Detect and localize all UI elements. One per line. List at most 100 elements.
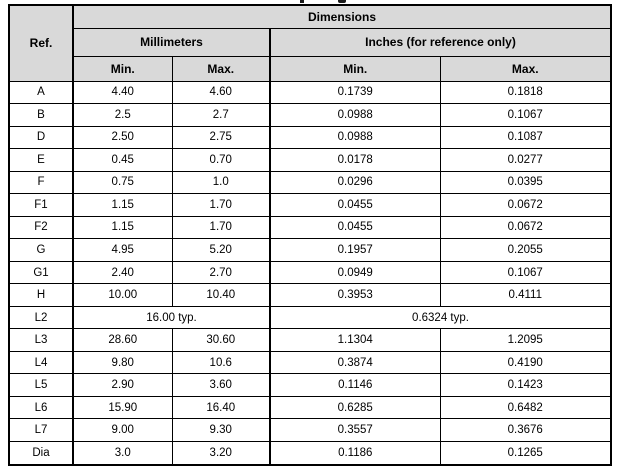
mm-min-cell: 4.40 bbox=[72, 80, 173, 105]
ref-cell: F1 bbox=[8, 193, 74, 217]
in-max-cell: 0.4190 bbox=[439, 350, 612, 375]
mm-min-cell: 0.75 bbox=[72, 170, 173, 195]
mm-min-cell: 2.40 bbox=[72, 260, 173, 285]
mm-min-cell: 3.0 bbox=[72, 441, 173, 466]
mm-max-cell: 3.20 bbox=[171, 441, 271, 466]
ref-cell: F2 bbox=[8, 215, 74, 240]
table-row: D 2.50 2.75 0.0988 0.1087 bbox=[8, 125, 612, 150]
mm-min-cell: 2.50 bbox=[72, 125, 173, 150]
table-row: L3 28.60 30.60 1.1304 1.2095 bbox=[8, 328, 612, 352]
ref-cell: B bbox=[8, 103, 74, 127]
mm-min-cell: 4.95 bbox=[72, 238, 173, 262]
ref-cell: L5 bbox=[8, 373, 74, 397]
mm-min-cell: 9.80 bbox=[72, 350, 173, 375]
ref-cell: A bbox=[8, 80, 74, 105]
in-min-cell: 0.1957 bbox=[269, 238, 441, 262]
in-min-cell: 0.0178 bbox=[269, 148, 441, 172]
table-row: A 4.40 4.60 0.1739 0.1818 bbox=[8, 80, 612, 105]
in-max-cell: 0.3676 bbox=[439, 418, 612, 442]
header-inches: Inches (for reference only) bbox=[268, 27, 612, 57]
in-min-cell: 0.0296 bbox=[269, 170, 441, 195]
table-row: G1 2.40 2.70 0.0949 0.1067 bbox=[8, 260, 612, 285]
ref-cell: G bbox=[8, 238, 74, 262]
table-row: E 0.45 0.70 0.0178 0.0277 bbox=[8, 148, 612, 172]
in-min-cell: 1.1304 bbox=[269, 328, 441, 352]
in-max-cell: 0.1067 bbox=[439, 260, 612, 285]
ref-cell: L7 bbox=[8, 418, 74, 442]
in-max-cell: 0.1087 bbox=[439, 125, 612, 150]
table-row: B 2.5 2.7 0.0988 0.1067 bbox=[8, 103, 612, 127]
table-row: H 10.00 10.40 0.3953 0.4111 bbox=[8, 283, 612, 307]
mm-min-cell: 9.00 bbox=[72, 418, 173, 442]
in-max-cell: 0.1265 bbox=[439, 441, 612, 466]
cropped-caption-fragment bbox=[300, 0, 304, 3]
header-dimensions: Dimensions bbox=[71, 4, 612, 29]
dimensions-table: Ref. Dimensions Millimeters Inches (for … bbox=[8, 4, 613, 466]
mm-max-cell: 2.70 bbox=[171, 260, 271, 285]
in-max-cell: 0.6482 bbox=[439, 395, 612, 420]
ref-cell: G1 bbox=[8, 260, 74, 285]
in-min-cell: 0.3874 bbox=[269, 350, 441, 375]
in-min-cell: 0.0455 bbox=[269, 215, 441, 240]
header-mm-max: Max. bbox=[171, 55, 271, 82]
mm-min-cell: 28.60 bbox=[72, 328, 173, 352]
table-row: L4 9.80 10.6 0.3874 0.4190 bbox=[8, 350, 612, 375]
mm-min-cell: 1.15 bbox=[72, 215, 173, 240]
table-row: F 0.75 1.0 0.0296 0.0395 bbox=[8, 170, 612, 195]
mm-min-cell: 0.45 bbox=[72, 148, 173, 172]
cropped-caption-fragment bbox=[338, 0, 346, 3]
mm-max-cell: 2.7 bbox=[171, 103, 271, 127]
in-max-cell: 0.2055 bbox=[439, 238, 612, 262]
ref-cell: E bbox=[8, 148, 74, 172]
in-max-cell: 0.0395 bbox=[439, 170, 612, 195]
mm-max-cell: 5.20 bbox=[171, 238, 271, 262]
table-row-spanned: L2 16.00 typ. 0.6324 typ. bbox=[8, 305, 612, 330]
header-millimeters: Millimeters bbox=[72, 27, 271, 57]
header-in-max: Max. bbox=[439, 55, 612, 82]
table-row: L6 15.90 16.40 0.6285 0.6482 bbox=[8, 395, 612, 420]
mm-max-cell: 1.0 bbox=[171, 170, 271, 195]
header-in-min: Min. bbox=[269, 55, 441, 82]
table-row: F1 1.15 1.70 0.0455 0.0672 bbox=[8, 193, 612, 217]
ref-cell: H bbox=[8, 283, 74, 307]
ref-cell: L3 bbox=[8, 328, 74, 352]
in-max-cell: 1.2095 bbox=[439, 328, 612, 352]
in-min-cell: 0.1146 bbox=[269, 373, 441, 397]
in-max-cell: 0.0277 bbox=[439, 148, 612, 172]
in-max-cell: 0.1423 bbox=[439, 373, 612, 397]
ref-cell: L4 bbox=[8, 350, 74, 375]
in-min-cell: 0.0988 bbox=[269, 125, 441, 150]
in-max-cell: 0.0672 bbox=[439, 215, 612, 240]
mm-max-cell: 1.70 bbox=[171, 215, 271, 240]
ref-cell: F bbox=[8, 170, 74, 195]
ref-cell: L2 bbox=[8, 305, 74, 330]
mm-max-cell: 9.30 bbox=[171, 418, 271, 442]
in-max-cell: 0.1067 bbox=[439, 103, 612, 127]
mm-max-cell: 3.60 bbox=[171, 373, 271, 397]
mm-max-cell: 1.70 bbox=[171, 193, 271, 217]
mm-max-cell: 4.60 bbox=[171, 80, 271, 105]
mm-min-cell: 15.90 bbox=[72, 395, 173, 420]
mm-typ-cell: 16.00 typ. bbox=[72, 305, 271, 330]
mm-max-cell: 16.40 bbox=[171, 395, 271, 420]
in-min-cell: 0.0949 bbox=[269, 260, 441, 285]
table-row: F2 1.15 1.70 0.0455 0.0672 bbox=[8, 215, 612, 240]
mm-min-cell: 2.90 bbox=[72, 373, 173, 397]
mm-max-cell: 10.40 bbox=[171, 283, 271, 307]
in-min-cell: 0.6285 bbox=[269, 395, 441, 420]
in-min-cell: 0.0455 bbox=[269, 193, 441, 217]
in-min-cell: 0.3557 bbox=[269, 418, 441, 442]
mm-max-cell: 30.60 bbox=[171, 328, 271, 352]
table-row: G 4.95 5.20 0.1957 0.2055 bbox=[8, 238, 612, 262]
mm-max-cell: 2.75 bbox=[171, 125, 271, 150]
table-row: L5 2.90 3.60 0.1146 0.1423 bbox=[8, 373, 612, 397]
mm-min-cell: 10.00 bbox=[72, 283, 173, 307]
ref-cell: Dia bbox=[8, 441, 74, 466]
header-mm-min: Min. bbox=[72, 55, 173, 82]
mm-min-cell: 1.15 bbox=[72, 193, 173, 217]
header-ref: Ref. bbox=[8, 4, 74, 82]
mm-max-cell: 10.6 bbox=[171, 350, 271, 375]
table-row: L7 9.00 9.30 0.3557 0.3676 bbox=[8, 418, 612, 442]
in-max-cell: 0.1818 bbox=[439, 80, 612, 105]
